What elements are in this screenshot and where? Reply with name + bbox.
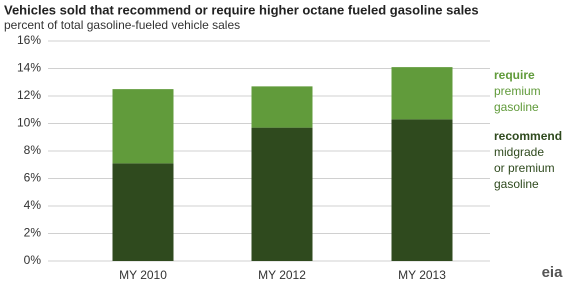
bar-segment (391, 67, 453, 120)
x-tick-label: MY 2013 (398, 268, 446, 282)
bar-segment (112, 89, 174, 164)
y-tick-label: 4% (24, 198, 42, 212)
logo: eia (542, 264, 564, 281)
bar-segment (251, 127, 313, 261)
x-tick-label: MY 2012 (258, 268, 306, 282)
legend-note: or premium (494, 161, 555, 175)
legend-note: gasoline (494, 177, 539, 191)
legend-note: midgrade (494, 145, 544, 159)
y-tick-label: 16% (17, 33, 41, 47)
y-tick-label: 12% (17, 88, 41, 102)
x-tick-label: MY 2010 (119, 268, 167, 282)
bar-segment (251, 86, 313, 128)
legend-note: gasoline (494, 100, 539, 114)
chart-subtitle: percent of total gasoline-fueled vehicle… (4, 18, 240, 32)
legend-note: premium (494, 84, 541, 98)
bar-segment (112, 163, 174, 261)
y-tick-label: 0% (24, 253, 42, 267)
y-tick-label: 10% (17, 116, 41, 130)
legend-label: recommend (494, 129, 562, 143)
y-tick-label: 14% (17, 61, 41, 75)
legend-label: require (494, 68, 535, 82)
chart-title: Vehicles sold that recommend or require … (4, 2, 479, 17)
bar-segment (391, 119, 453, 261)
y-tick-label: 2% (24, 226, 42, 240)
y-tick-label: 6% (24, 171, 42, 185)
y-tick-label: 8% (24, 143, 42, 157)
